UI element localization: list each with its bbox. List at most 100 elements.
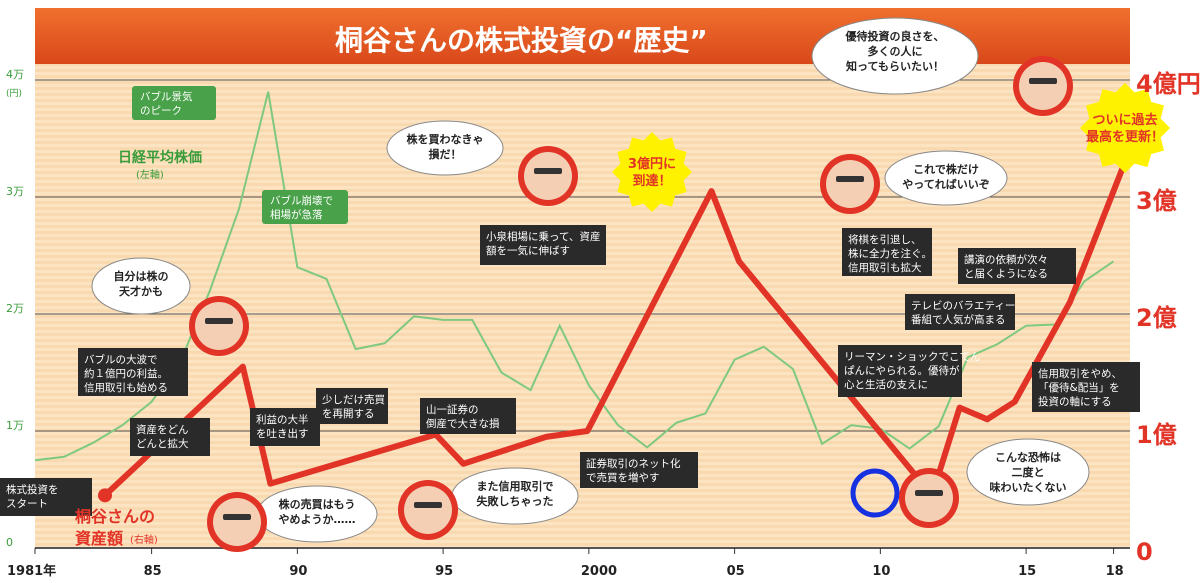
highlight-circle bbox=[850, 468, 900, 518]
annotation-lecture-line-1: 講演の依頼が次々 bbox=[964, 253, 1048, 266]
burst-shape bbox=[1080, 83, 1170, 173]
portrait-2 bbox=[207, 492, 267, 552]
speech-genius-line-1: 自分は株の bbox=[114, 269, 169, 283]
speech-failed-line-2: 失敗しちゃった bbox=[477, 494, 554, 508]
portrait-3 bbox=[398, 480, 458, 540]
portrait-face bbox=[195, 302, 243, 350]
annotation-box bbox=[316, 388, 388, 424]
annotation-tv-line-2: 番組で人気が高まる bbox=[911, 313, 1006, 326]
portrait-glasses bbox=[836, 176, 864, 182]
speech-share-line-3: 知ってもらいたい！ bbox=[845, 59, 944, 73]
annotation-box bbox=[78, 348, 188, 396]
speech-quit-line-2: やめようか…… bbox=[279, 513, 356, 526]
x-tick-label-5: 05 bbox=[727, 564, 745, 579]
asset-series-label-2: 資産額 bbox=[75, 529, 123, 548]
speech-buy-line-1: 株を買わなきゃ bbox=[407, 132, 484, 146]
annotation-box bbox=[580, 452, 698, 488]
speech-failed-line-1: また信用取引で bbox=[477, 479, 554, 493]
annotation-lehman-line-3: 心と生活の支えに bbox=[844, 378, 928, 391]
asset-series-label-1: 桐谷さんの bbox=[75, 507, 155, 526]
annotation-bubble_burst-line-1: バブル崩壊で bbox=[270, 194, 333, 207]
annotation-bubble_wave-line-2: 約１億円の利益。 bbox=[84, 367, 168, 380]
x-tick-label-3: 95 bbox=[435, 564, 453, 579]
asset-start-point bbox=[98, 488, 112, 503]
x-tick-label-8: 18 bbox=[1106, 564, 1124, 579]
nikkei-series-sublabel: (左軸) bbox=[136, 168, 164, 181]
burst-record-line-1: ついに過去 bbox=[1092, 112, 1157, 128]
annotation-bubble_wave-line-1: バブルの大波で bbox=[84, 353, 158, 366]
speech-only_stocks-line-1: これで株だけ bbox=[913, 162, 979, 176]
speech-buy-line-2: 損だ！ bbox=[429, 147, 462, 161]
portrait-face bbox=[826, 160, 874, 208]
annotation-start-line-2: スタート bbox=[6, 498, 48, 510]
annotation-quit_margin-line-3: 投資の軸にする bbox=[1038, 395, 1112, 408]
annotation-box bbox=[838, 345, 962, 397]
annotation-box bbox=[132, 86, 216, 120]
burst-reach3-line-1: 3億円に bbox=[628, 156, 676, 172]
speech-share-line-2: 多くの人に bbox=[868, 44, 923, 58]
annotation-cash_out-line-1: 利益の大半 bbox=[256, 413, 309, 426]
speech-quit-line-1: 株の売買はもう bbox=[279, 497, 356, 511]
speech-never_again-line-1: こんな恐怖は bbox=[995, 450, 1061, 464]
annotation-yamaichi-line-1: 山一証券の bbox=[426, 403, 479, 416]
nikkei-series-label: 日経平均株価 bbox=[118, 149, 202, 166]
annotation-tv-line-1: テレビのバラエティー bbox=[911, 300, 1015, 312]
chart-title: 桐谷さんの株式投資の“歴史” bbox=[335, 24, 708, 57]
annotation-net-line-2: で売買を増やす bbox=[586, 471, 660, 484]
speech-bubble-shape bbox=[386, 120, 504, 176]
annotation-cash_out-line-2: を吐き出す bbox=[256, 427, 309, 440]
annotation-lecture-line-2: と届くようになる bbox=[964, 268, 1048, 280]
asset-series-line bbox=[102, 160, 1128, 499]
x-tick-label-4: 2000 bbox=[581, 564, 617, 579]
speech-bubble-shape bbox=[91, 257, 191, 315]
portrait-4 bbox=[518, 146, 578, 206]
portrait-face bbox=[524, 152, 572, 200]
left-tick-label-0: 0 bbox=[6, 536, 13, 549]
annotation-expand-line-1: 資産をどん bbox=[136, 423, 189, 436]
right-tick-label-1: 1億 bbox=[1136, 421, 1177, 449]
speech-bubble-quit: 株の売買はもうやめようか…… bbox=[256, 485, 378, 543]
left-tick-label-4: 4万 bbox=[6, 68, 24, 81]
annotation-resume-line-1: 少しだけ売買 bbox=[322, 393, 385, 406]
annotation-quit_margin-line-2: 「優待&配当」を bbox=[1038, 381, 1120, 394]
annotation-koizumi-line-2: 額を一気に伸ばす bbox=[486, 244, 570, 257]
portrait-7 bbox=[1013, 56, 1073, 116]
right-tick-label-4: 4億円 bbox=[1136, 70, 1200, 98]
left-tick-label-2: 2万 bbox=[6, 302, 24, 315]
annotation-lehman-line-1: リーマン・ショックでこてん bbox=[844, 351, 981, 363]
annotation-box bbox=[480, 225, 606, 265]
annotation-koizumi-line-1: 小泉相場に乗って、資産 bbox=[486, 230, 600, 243]
portrait-face bbox=[213, 498, 261, 546]
annotation-box bbox=[262, 190, 348, 224]
left-axis-unit: (円) bbox=[6, 88, 22, 99]
portrait-glasses bbox=[534, 168, 562, 174]
portrait-glasses bbox=[1029, 78, 1057, 84]
annotation-bubble_wave-line-3: 信用取引も始める bbox=[84, 381, 168, 394]
x-tick-label-6: 10 bbox=[872, 564, 890, 579]
x-tick-label-0: 1981年 bbox=[7, 563, 56, 579]
speech-bubble-shape bbox=[884, 150, 1008, 206]
annotation-box bbox=[958, 248, 1076, 284]
annotation-expand-line-2: どんと拡大 bbox=[136, 437, 189, 450]
annotation-box bbox=[420, 398, 516, 434]
speech-bubble-shape bbox=[811, 17, 979, 95]
annotation-box bbox=[1032, 362, 1140, 412]
annotation-box bbox=[0, 478, 92, 516]
